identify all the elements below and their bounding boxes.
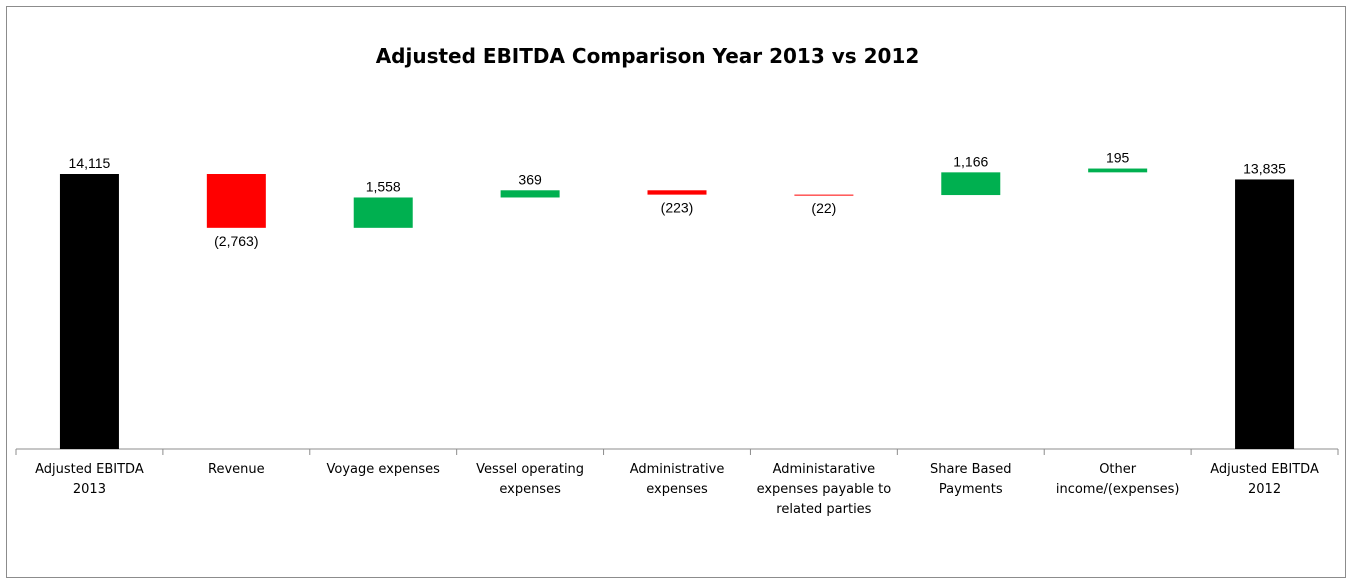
bar-8 [1088,168,1148,173]
chart-title: Adjusted EBITDA Comparison Year 2013 vs … [375,44,920,68]
x-tick-label-3: Voyage expenses [327,462,441,477]
data-label-3: 1,558 [366,178,401,194]
x-tick-label-8: Other income/(expenses) [1056,462,1180,497]
x-tick-label-5: Administrative expenses [630,462,725,497]
bar-1 [59,174,119,449]
x-tick-label-7: Share Based Payments [930,462,1012,497]
data-label-8: 195 [1106,150,1130,166]
bar-9 [1235,179,1295,449]
x-tick-label-9: Adjusted EBITDA 2012 [1210,462,1319,497]
data-label-7: 1,166 [953,153,988,169]
data-label-6: (22) [811,200,836,216]
data-label-2: (2,763) [214,233,258,249]
x-tick-label-4: Vessel operating expenses [476,462,584,497]
bar-6 [794,194,854,196]
bar-3 [353,197,413,228]
bar-2 [206,174,266,228]
bar-4 [500,190,560,198]
chart-frame [6,6,1346,578]
bar-5 [647,190,707,195]
data-label-4: 369 [518,171,542,187]
x-tick-label-2: Revenue [208,462,265,477]
x-tick-label-6: Administarative expenses payable to relate… [757,462,892,517]
data-label-5: (223) [661,200,694,216]
data-label-1: 14,115 [69,155,111,171]
bar-7 [941,172,1001,196]
data-label-9: 13,835 [1243,160,1286,176]
x-tick-label-1: Adjusted EBITDA 2013 [35,462,144,497]
